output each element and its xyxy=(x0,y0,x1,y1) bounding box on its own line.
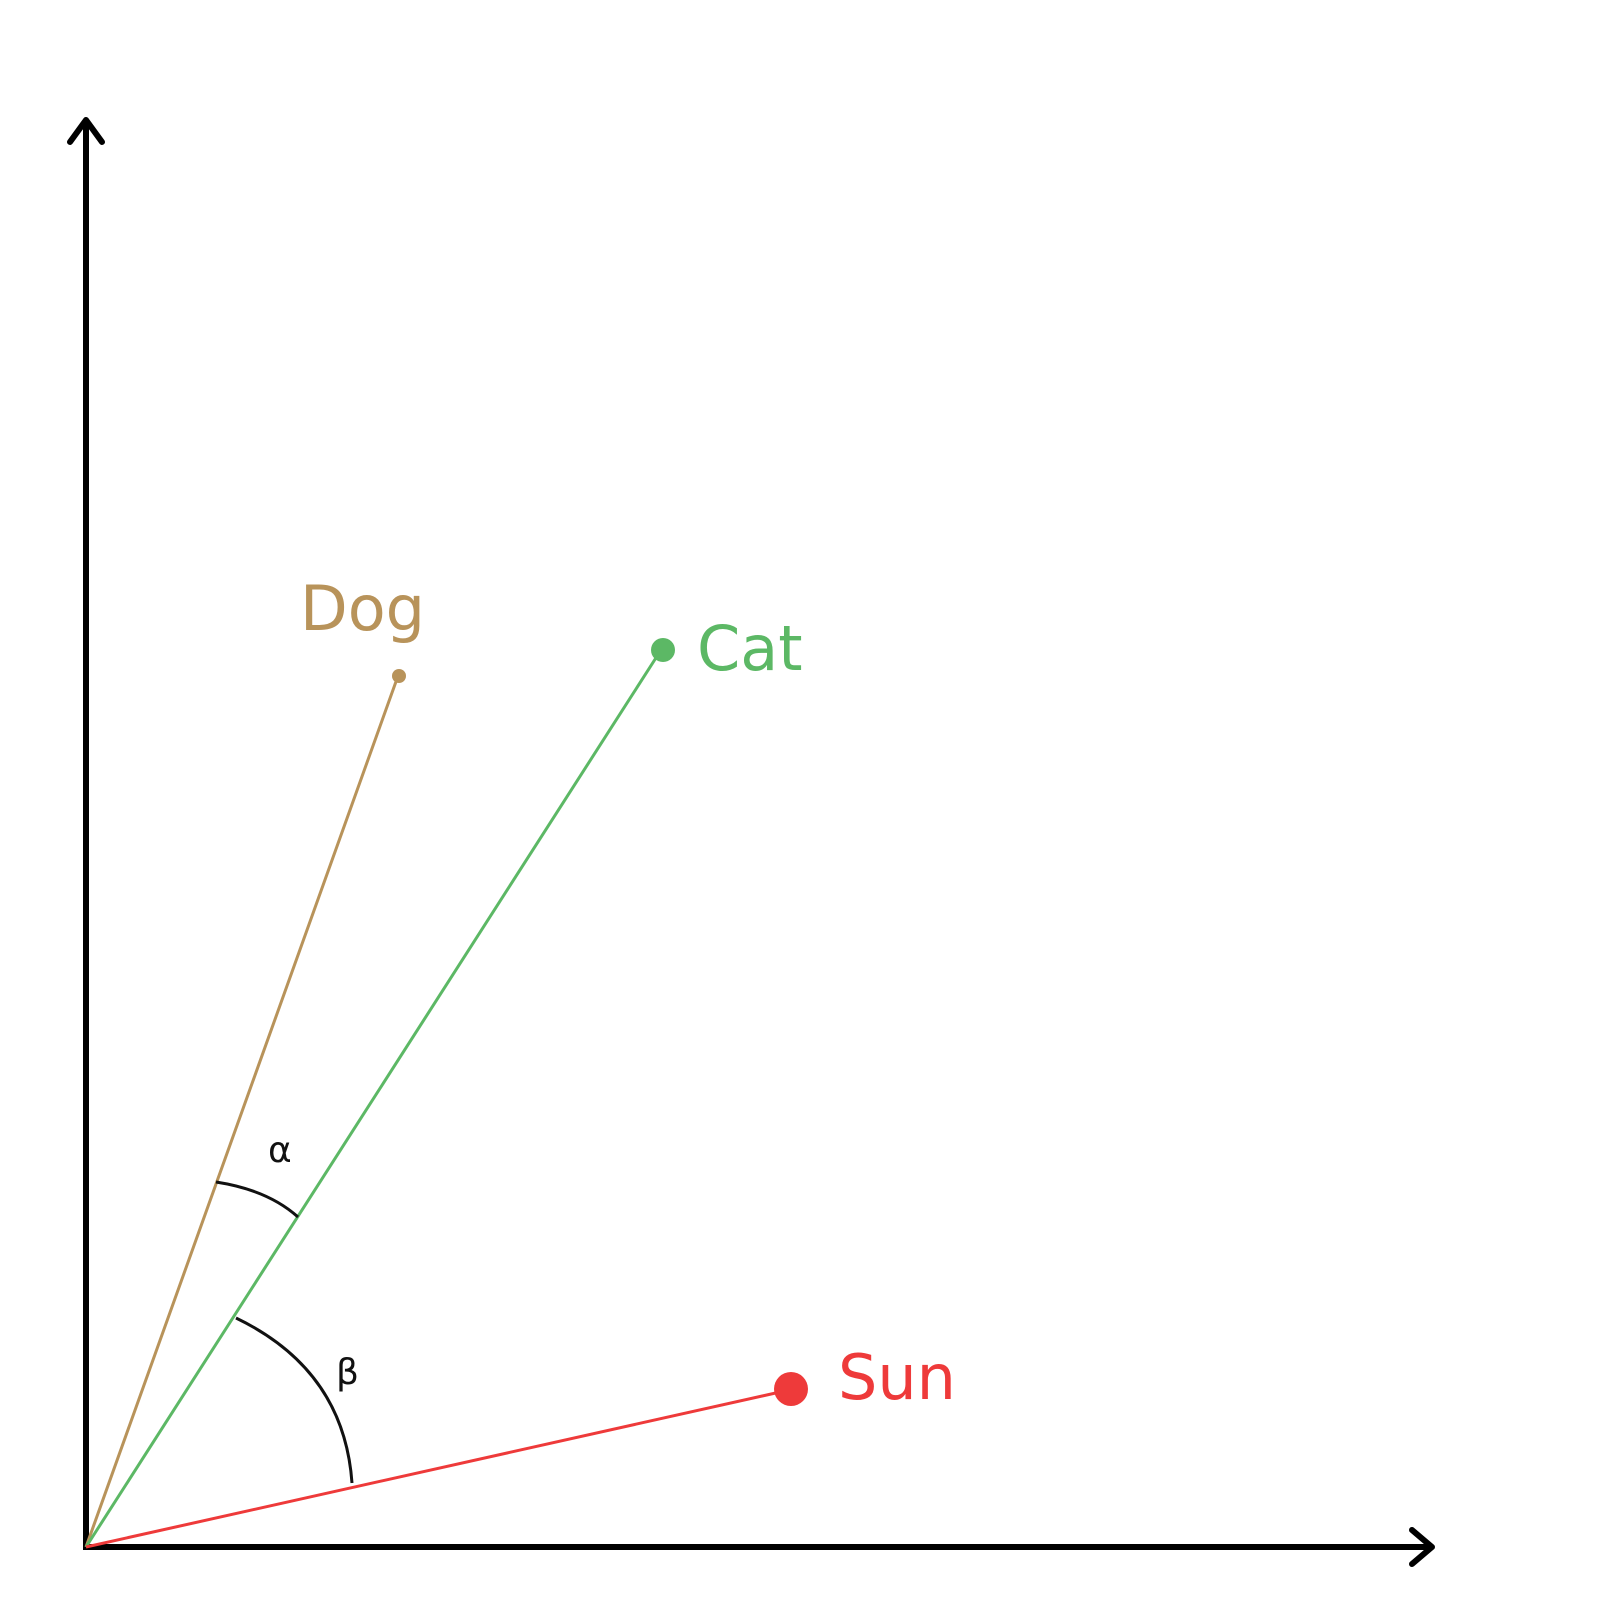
x-axis-arrowhead xyxy=(1409,1527,1435,1567)
angle-arcs xyxy=(215,1180,354,1484)
alpha-label: α xyxy=(268,1130,292,1171)
sun-vector-line xyxy=(85,1388,790,1549)
cat-label: Cat xyxy=(697,612,803,685)
beta-arc xyxy=(235,1316,354,1484)
sun-label: Sun xyxy=(838,1341,956,1414)
cat-point xyxy=(651,638,675,662)
dog-label: Dog xyxy=(300,572,425,645)
sun-point xyxy=(774,1372,808,1406)
cat-vector-line xyxy=(84,649,663,1548)
alpha-arc xyxy=(215,1180,300,1219)
dog-vector-line xyxy=(84,675,400,1548)
y-axis-arrowhead xyxy=(67,117,105,145)
vectors xyxy=(84,638,808,1549)
dog-point xyxy=(392,669,406,683)
axes xyxy=(67,117,1435,1567)
beta-label: β xyxy=(336,1352,359,1393)
